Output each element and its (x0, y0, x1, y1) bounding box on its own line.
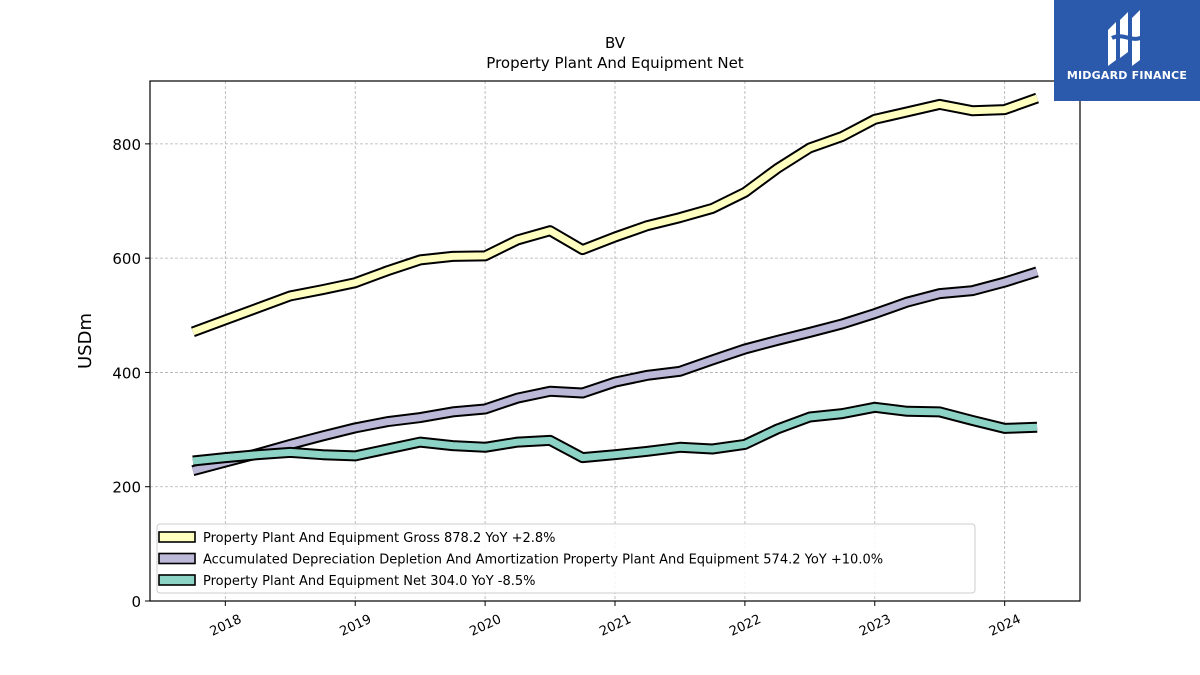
series-line-1 (191, 94, 1039, 336)
y-tick-label: 800 (112, 136, 141, 154)
y-tick-label: 0 (131, 593, 141, 611)
x-tick-label: 2024 (987, 612, 1023, 640)
legend-label-2: Accumulated Depreciation Depletion And A… (203, 553, 883, 568)
x-tick-label: 2023 (857, 612, 893, 640)
y-tick-label: 600 (112, 250, 141, 268)
legend-label-3: Property Plant And Equipment Net 304.0 Y… (203, 574, 536, 589)
chart-subtitle: Property Plant And Equipment Net (486, 54, 743, 72)
logo-text: MIDGARD FINANCE (1066, 69, 1188, 82)
y-axis-label: USDm (75, 313, 96, 369)
legend-label-1: Property Plant And Equipment Gross 878.2… (203, 531, 556, 546)
legend-swatch-2 (158, 552, 196, 565)
legend-swatch-1 (158, 531, 196, 543)
x-tick-label: 2019 (338, 612, 374, 640)
x-tick-label: 2018 (208, 612, 244, 640)
x-tick-label: 2020 (467, 612, 503, 640)
legend-box (156, 523, 976, 594)
brand-logo: MIDGARD FINANCE (1054, 0, 1200, 101)
grid-lines (150, 81, 1080, 601)
legend: Property Plant And Equipment Gross 878.2… (156, 523, 976, 594)
legend-swatch-3 (158, 574, 196, 586)
y-tick-label: 400 (112, 364, 141, 382)
series-lines (190, 92, 1039, 477)
x-tick-label: 2021 (597, 612, 633, 640)
logo-mark-icon (1108, 10, 1146, 66)
x-tick-label: 2022 (727, 612, 763, 640)
y-axis-ticks: 0 200 400 600 800 (112, 136, 150, 611)
series-line-3 (192, 403, 1038, 465)
y-tick-label: 200 (112, 479, 141, 497)
series-line-2 (192, 268, 1039, 475)
x-axis-ticks: 2018 2019 2020 2021 2022 2023 2024 (208, 601, 1023, 640)
chart-title: BV (605, 34, 626, 52)
